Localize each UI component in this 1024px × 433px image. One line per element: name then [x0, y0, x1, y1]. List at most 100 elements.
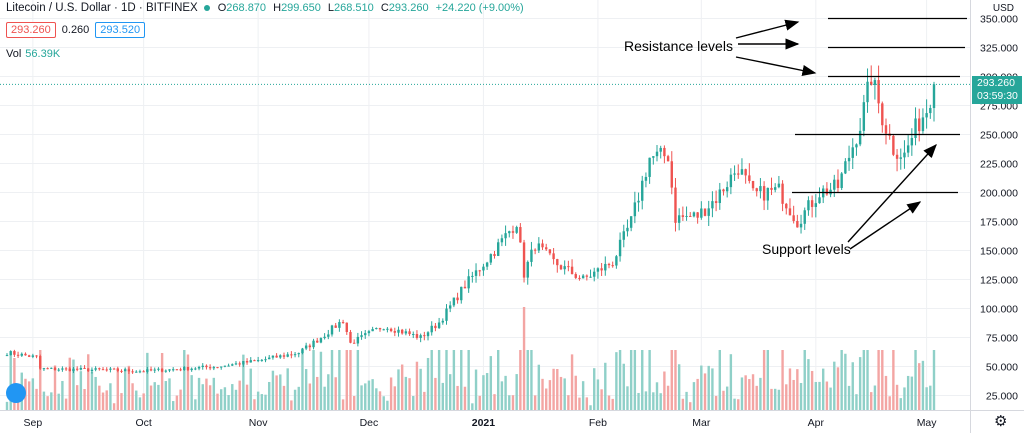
candle-body — [770, 187, 773, 190]
volume-bar — [677, 364, 681, 410]
candle-body — [371, 329, 374, 332]
candle-body — [929, 108, 932, 114]
buy-price-button[interactable]: 293.520 — [95, 22, 146, 38]
candle-body — [164, 370, 168, 372]
volume-legend[interactable]: Vol 56.39K — [6, 48, 60, 60]
symbol-title[interactable]: Litecoin / U.S. Dollar · 1D · BITFINEX — [6, 2, 198, 14]
candle-body — [234, 363, 238, 365]
volume-bar — [308, 383, 312, 410]
candle-body — [364, 333, 367, 336]
volume-bar — [260, 394, 264, 410]
candle-body — [725, 187, 729, 192]
volume-bar — [42, 391, 46, 410]
volume-bar — [83, 389, 86, 410]
volume-bar — [737, 399, 740, 410]
candle-body — [400, 329, 404, 334]
volume-bar — [581, 381, 585, 410]
candle-body — [308, 345, 312, 348]
volume-bar — [112, 403, 116, 410]
candle-body — [68, 368, 71, 372]
candle-body — [216, 367, 219, 369]
candle-body — [600, 268, 603, 271]
candle-body — [426, 332, 430, 337]
candle-body — [737, 173, 740, 175]
candle-body — [862, 102, 866, 131]
candle-body — [807, 200, 810, 211]
candle-body — [637, 200, 640, 203]
candle-body — [223, 365, 227, 367]
candle-body — [696, 212, 699, 218]
candle-body — [186, 366, 190, 371]
volume-bar — [762, 350, 766, 410]
candle-body — [445, 308, 448, 321]
candle-body — [629, 216, 633, 228]
candle-body — [349, 331, 352, 343]
volume-bar — [197, 377, 201, 410]
volume-bar — [674, 350, 677, 410]
volume-bar — [692, 382, 696, 410]
support-annotation: Support levels — [762, 241, 851, 257]
volume-bar — [149, 385, 153, 410]
candle-body — [356, 336, 360, 344]
candle-body — [818, 197, 821, 204]
annotation-drawings — [735, 17, 967, 250]
candle-body — [101, 369, 105, 371]
last-price-tag: 293.260 03:59:30 — [972, 76, 1022, 104]
volume-bar — [840, 350, 843, 410]
candle-body — [578, 277, 581, 279]
volume-bar — [729, 354, 733, 410]
candle-body — [844, 161, 847, 174]
volume-bar — [127, 365, 131, 410]
volume-bar — [463, 386, 467, 410]
candle-body — [563, 266, 566, 270]
candle-body — [755, 188, 758, 192]
candle-body — [27, 355, 31, 357]
volume-bar — [404, 376, 408, 410]
candle-body — [419, 335, 422, 338]
volume-bar — [319, 351, 323, 410]
volume-bar — [408, 378, 411, 410]
candle-body — [61, 368, 64, 370]
candle-body — [537, 243, 541, 251]
candle-body — [707, 208, 710, 216]
volume-bar — [282, 385, 286, 410]
candle-body — [242, 361, 245, 365]
volume-bar — [593, 368, 596, 410]
candle-body — [205, 365, 208, 368]
volume-bar — [545, 388, 548, 410]
volume-bar — [253, 399, 256, 410]
candle-body — [500, 238, 504, 243]
candle-body — [751, 180, 755, 189]
ohlc-close-value: 293.260 — [388, 2, 429, 14]
candle-body — [138, 371, 142, 373]
candle-body — [796, 220, 799, 228]
volume-bar — [703, 373, 707, 410]
candle-body — [884, 125, 888, 134]
volume-bar — [397, 369, 400, 410]
candle-body — [714, 201, 718, 204]
candle-body — [932, 84, 936, 109]
volume-bar — [205, 378, 208, 410]
sell-price-button[interactable]: 293.260 — [6, 22, 56, 38]
volume-bar — [818, 381, 821, 410]
candle-body — [918, 118, 921, 132]
y-tick-label: 50.000 — [986, 362, 1018, 374]
volume-bar — [910, 376, 914, 410]
bar-countdown: 03:59:30 — [977, 90, 1018, 102]
gear-icon[interactable]: ⚙ — [994, 413, 1008, 430]
volume-bar — [223, 387, 227, 410]
candle-body — [626, 227, 629, 232]
volume-bar — [877, 350, 880, 410]
candle-body — [533, 249, 537, 251]
y-tick-label: 25.000 — [986, 391, 1018, 403]
candle-body — [9, 351, 12, 356]
volume-bar — [862, 350, 866, 410]
candle-body — [160, 368, 164, 372]
candle-body — [718, 189, 721, 204]
candle-body — [545, 247, 548, 250]
currency-label: USD — [992, 3, 1014, 14]
y-tick-label: 100.000 — [980, 304, 1018, 316]
volume-bar — [138, 397, 142, 410]
volume-bar — [31, 378, 35, 410]
